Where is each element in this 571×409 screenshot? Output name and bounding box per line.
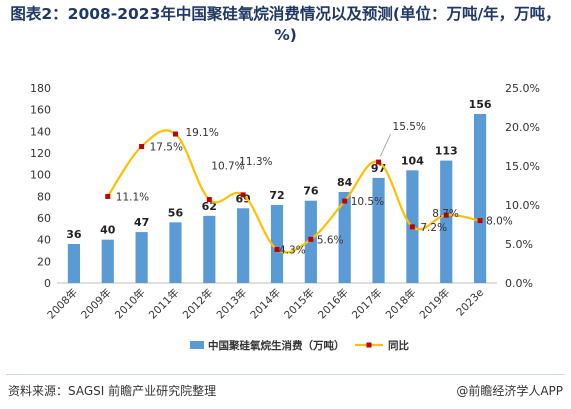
bar bbox=[372, 177, 385, 283]
x-tick-label: 2016年 bbox=[315, 286, 351, 322]
x-tick-label: 2018年 bbox=[383, 286, 419, 322]
bar bbox=[203, 215, 216, 283]
legend-bar-label: 中国聚硅氧烷生消费（万吨） bbox=[208, 339, 345, 352]
bar-value-label: 104 bbox=[401, 154, 424, 167]
y-left-tick-label: 20 bbox=[37, 255, 51, 268]
bar-value-label: 40 bbox=[100, 224, 116, 237]
label-leader-line bbox=[380, 133, 391, 157]
x-tick-label: 2011年 bbox=[146, 286, 182, 322]
bar-value-label: 36 bbox=[66, 228, 82, 241]
bar bbox=[237, 208, 250, 283]
bar-value-label: 69 bbox=[235, 192, 250, 205]
line-value-label: 19.1% bbox=[185, 127, 218, 139]
x-tick-label: 2009年 bbox=[78, 286, 114, 322]
x-tick-label: 2014年 bbox=[248, 286, 284, 322]
bar bbox=[304, 200, 317, 283]
line-value-label: 8.0% bbox=[486, 216, 513, 228]
x-tick-label: 2019年 bbox=[417, 286, 453, 322]
y-right-tick-label: 25.0% bbox=[505, 82, 540, 95]
line-marker bbox=[274, 246, 280, 252]
legend-bar-swatch bbox=[190, 341, 204, 349]
source-note: 资料来源：SAGSI 前瞻产业研究院整理 bbox=[8, 384, 217, 398]
bar bbox=[101, 239, 114, 283]
x-tick-label: 2012年 bbox=[180, 286, 216, 322]
line-marker bbox=[409, 224, 415, 230]
line-marker bbox=[206, 197, 212, 203]
line-value-label: 8.7% bbox=[432, 208, 459, 220]
x-tick-label: 2013年 bbox=[214, 286, 250, 322]
bar bbox=[67, 244, 81, 283]
bar-value-label: 72 bbox=[269, 189, 284, 202]
bar bbox=[135, 232, 148, 283]
y-left-tick-label: 100 bbox=[30, 169, 51, 182]
y-left-tick-label: 80 bbox=[37, 190, 51, 203]
line-marker bbox=[308, 236, 314, 242]
bar-value-label: 156 bbox=[469, 98, 492, 111]
line-value-label: 17.5% bbox=[150, 142, 183, 154]
bar bbox=[169, 222, 182, 283]
line-value-label: 10.7% bbox=[211, 161, 244, 173]
y-left-tick-label: 40 bbox=[37, 234, 51, 247]
line-value-label: 4.3% bbox=[279, 244, 306, 256]
bar bbox=[270, 205, 284, 283]
bar bbox=[473, 114, 487, 283]
bar-value-label: 56 bbox=[168, 206, 184, 219]
y-left-tick-label: 0 bbox=[44, 277, 51, 290]
line-marker bbox=[172, 131, 178, 137]
bar-value-label: 113 bbox=[435, 145, 458, 158]
line-marker bbox=[240, 192, 246, 198]
line-marker bbox=[376, 159, 382, 165]
bar-value-label: 62 bbox=[202, 200, 217, 213]
line-value-label: 15.5% bbox=[393, 121, 426, 133]
y-left-tick-label: 60 bbox=[37, 212, 51, 225]
line-value-label: 7.2% bbox=[420, 222, 447, 234]
y-right-tick-label: 10.0% bbox=[505, 199, 540, 212]
x-tick-label: 2015年 bbox=[281, 286, 317, 322]
line-value-label: 11.1% bbox=[116, 191, 149, 203]
y-right-tick-label: 5.0% bbox=[505, 238, 533, 251]
line-marker bbox=[443, 212, 449, 218]
y-left-tick-label: 180 bbox=[30, 82, 51, 95]
x-tick-label: 2023e bbox=[454, 287, 486, 319]
y-left-tick-label: 140 bbox=[30, 125, 51, 138]
legend-line-label: 同比 bbox=[388, 339, 409, 352]
bar-value-label: 76 bbox=[303, 185, 319, 198]
line-value-label: 11.3% bbox=[239, 156, 272, 168]
line-marker bbox=[139, 144, 145, 149]
chart-title: 图表2：2008-2023年中国聚硅氧烷消费情况以及预测(单位：万吨/年，万吨，… bbox=[10, 5, 561, 44]
footer-divider bbox=[6, 374, 565, 375]
x-tick-label: 2010年 bbox=[112, 286, 148, 322]
y-left-tick-label: 160 bbox=[30, 104, 51, 117]
x-tick-label: 2008年 bbox=[45, 286, 81, 322]
legend-line-marker bbox=[366, 342, 372, 348]
brand-credit: @前瞻经济学人APP bbox=[456, 384, 563, 398]
line-marker bbox=[477, 218, 483, 224]
bar-value-label: 84 bbox=[337, 176, 353, 189]
line-value-label: 10.5% bbox=[351, 196, 384, 208]
line-marker bbox=[342, 198, 348, 204]
y-right-tick-label: 15.0% bbox=[505, 160, 540, 173]
y-right-tick-label: 0.0% bbox=[505, 277, 533, 290]
x-tick-label: 2017年 bbox=[349, 286, 385, 322]
y-right-tick-label: 20.0% bbox=[505, 121, 540, 134]
y-left-tick-label: 120 bbox=[30, 147, 51, 160]
bar-value-label: 47 bbox=[134, 216, 149, 229]
line-marker bbox=[105, 193, 111, 199]
line-value-label: 5.6% bbox=[317, 234, 344, 246]
bar bbox=[440, 160, 453, 283]
bar bbox=[338, 192, 351, 283]
